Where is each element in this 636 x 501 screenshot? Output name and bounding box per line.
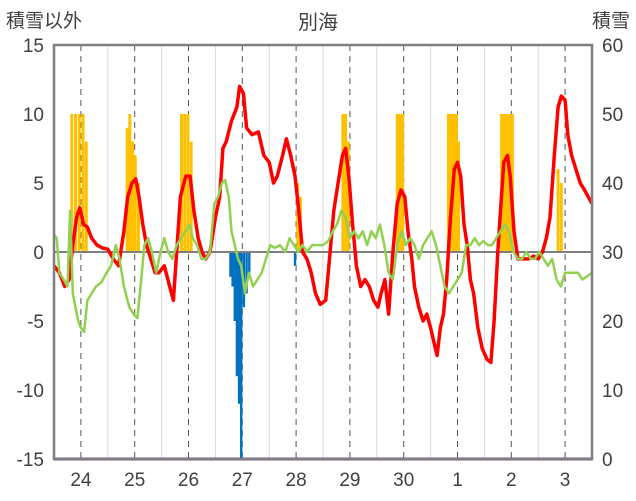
y-right-tick-label: 0	[602, 450, 613, 471]
y-left-tick-label: 15	[23, 36, 44, 57]
y-left-tick-label: 0	[33, 243, 44, 264]
x-tick-label: 28	[286, 470, 307, 491]
snow-bar-29	[505, 114, 509, 252]
snow-bar-3	[81, 114, 85, 252]
snow-bar-17	[344, 114, 348, 252]
x-tick-label: 24	[70, 470, 92, 491]
y-right-tick-label: 60	[602, 36, 623, 57]
snow-bar-16	[341, 114, 345, 252]
y-right-tick-label: 10	[602, 381, 623, 402]
y-right-tick-label: 40	[602, 174, 623, 195]
snow-bar-21	[401, 114, 405, 252]
snow-bar-4	[84, 141, 88, 252]
x-tick-label: 26	[178, 470, 199, 491]
snow-bar-20	[398, 114, 402, 252]
blue-bar-1	[231, 252, 234, 287]
y-left-tick-label: -15	[17, 450, 44, 471]
x-tick-label: 1	[452, 470, 463, 491]
x-tick-label: 3	[560, 470, 571, 491]
snow-bar-18	[346, 141, 350, 252]
y-axis-left-label: 積雪以外	[6, 11, 83, 32]
blue-bar-0	[229, 252, 232, 277]
snow-bar-26	[457, 141, 461, 252]
y-left-tick-label: -10	[17, 381, 44, 402]
snow-bar-0	[70, 114, 74, 252]
snow-bar-12	[186, 114, 190, 252]
snow-bar-10	[180, 114, 183, 252]
snow-bar-22	[446, 114, 450, 252]
snow-bar-6	[128, 114, 132, 252]
snow-bar-1	[74, 114, 77, 252]
blue-bar-5	[240, 252, 243, 459]
snow-bar-8	[133, 155, 137, 252]
blue-bar-3	[235, 252, 239, 377]
snow-bar-5	[125, 127, 129, 252]
x-tick-label: 2	[506, 470, 517, 491]
snow-bar-2	[77, 114, 81, 252]
y-right-tick-label: 30	[602, 243, 623, 264]
snow-bar-23	[449, 114, 453, 252]
x-tick-label: 29	[339, 470, 360, 491]
x-tick-label: 30	[393, 470, 414, 491]
snow-bar-33	[559, 183, 563, 252]
x-tick-label: 27	[232, 470, 253, 491]
snow-bar-25	[454, 114, 458, 252]
y-right-tick-label: 20	[602, 312, 623, 333]
blue-bar-9	[293, 252, 297, 266]
snow-bar-28	[502, 114, 506, 252]
x-tick-label: 25	[124, 470, 145, 491]
y-axis-right-label: 積雪	[591, 11, 630, 32]
y-left-tick-label: 10	[23, 105, 44, 126]
blue-bar-8	[248, 252, 251, 273]
y-left-tick-label: 5	[33, 174, 44, 195]
plot-frame	[52, 43, 594, 461]
blue-bar-4	[237, 252, 241, 404]
series-line-1	[52, 178, 593, 334]
blue-bar-2	[233, 252, 236, 321]
snow-bar-19	[395, 114, 399, 252]
chart-title: 別海	[298, 12, 338, 34]
blue-bar-7	[245, 252, 248, 294]
snow-bar-32	[556, 169, 560, 252]
series-line-0	[52, 84, 594, 365]
snow-bar-7	[131, 141, 135, 252]
y-left-tick-label: -5	[27, 312, 44, 333]
snow-bar-9	[136, 183, 140, 252]
y-right-tick-label: 50	[602, 105, 623, 126]
